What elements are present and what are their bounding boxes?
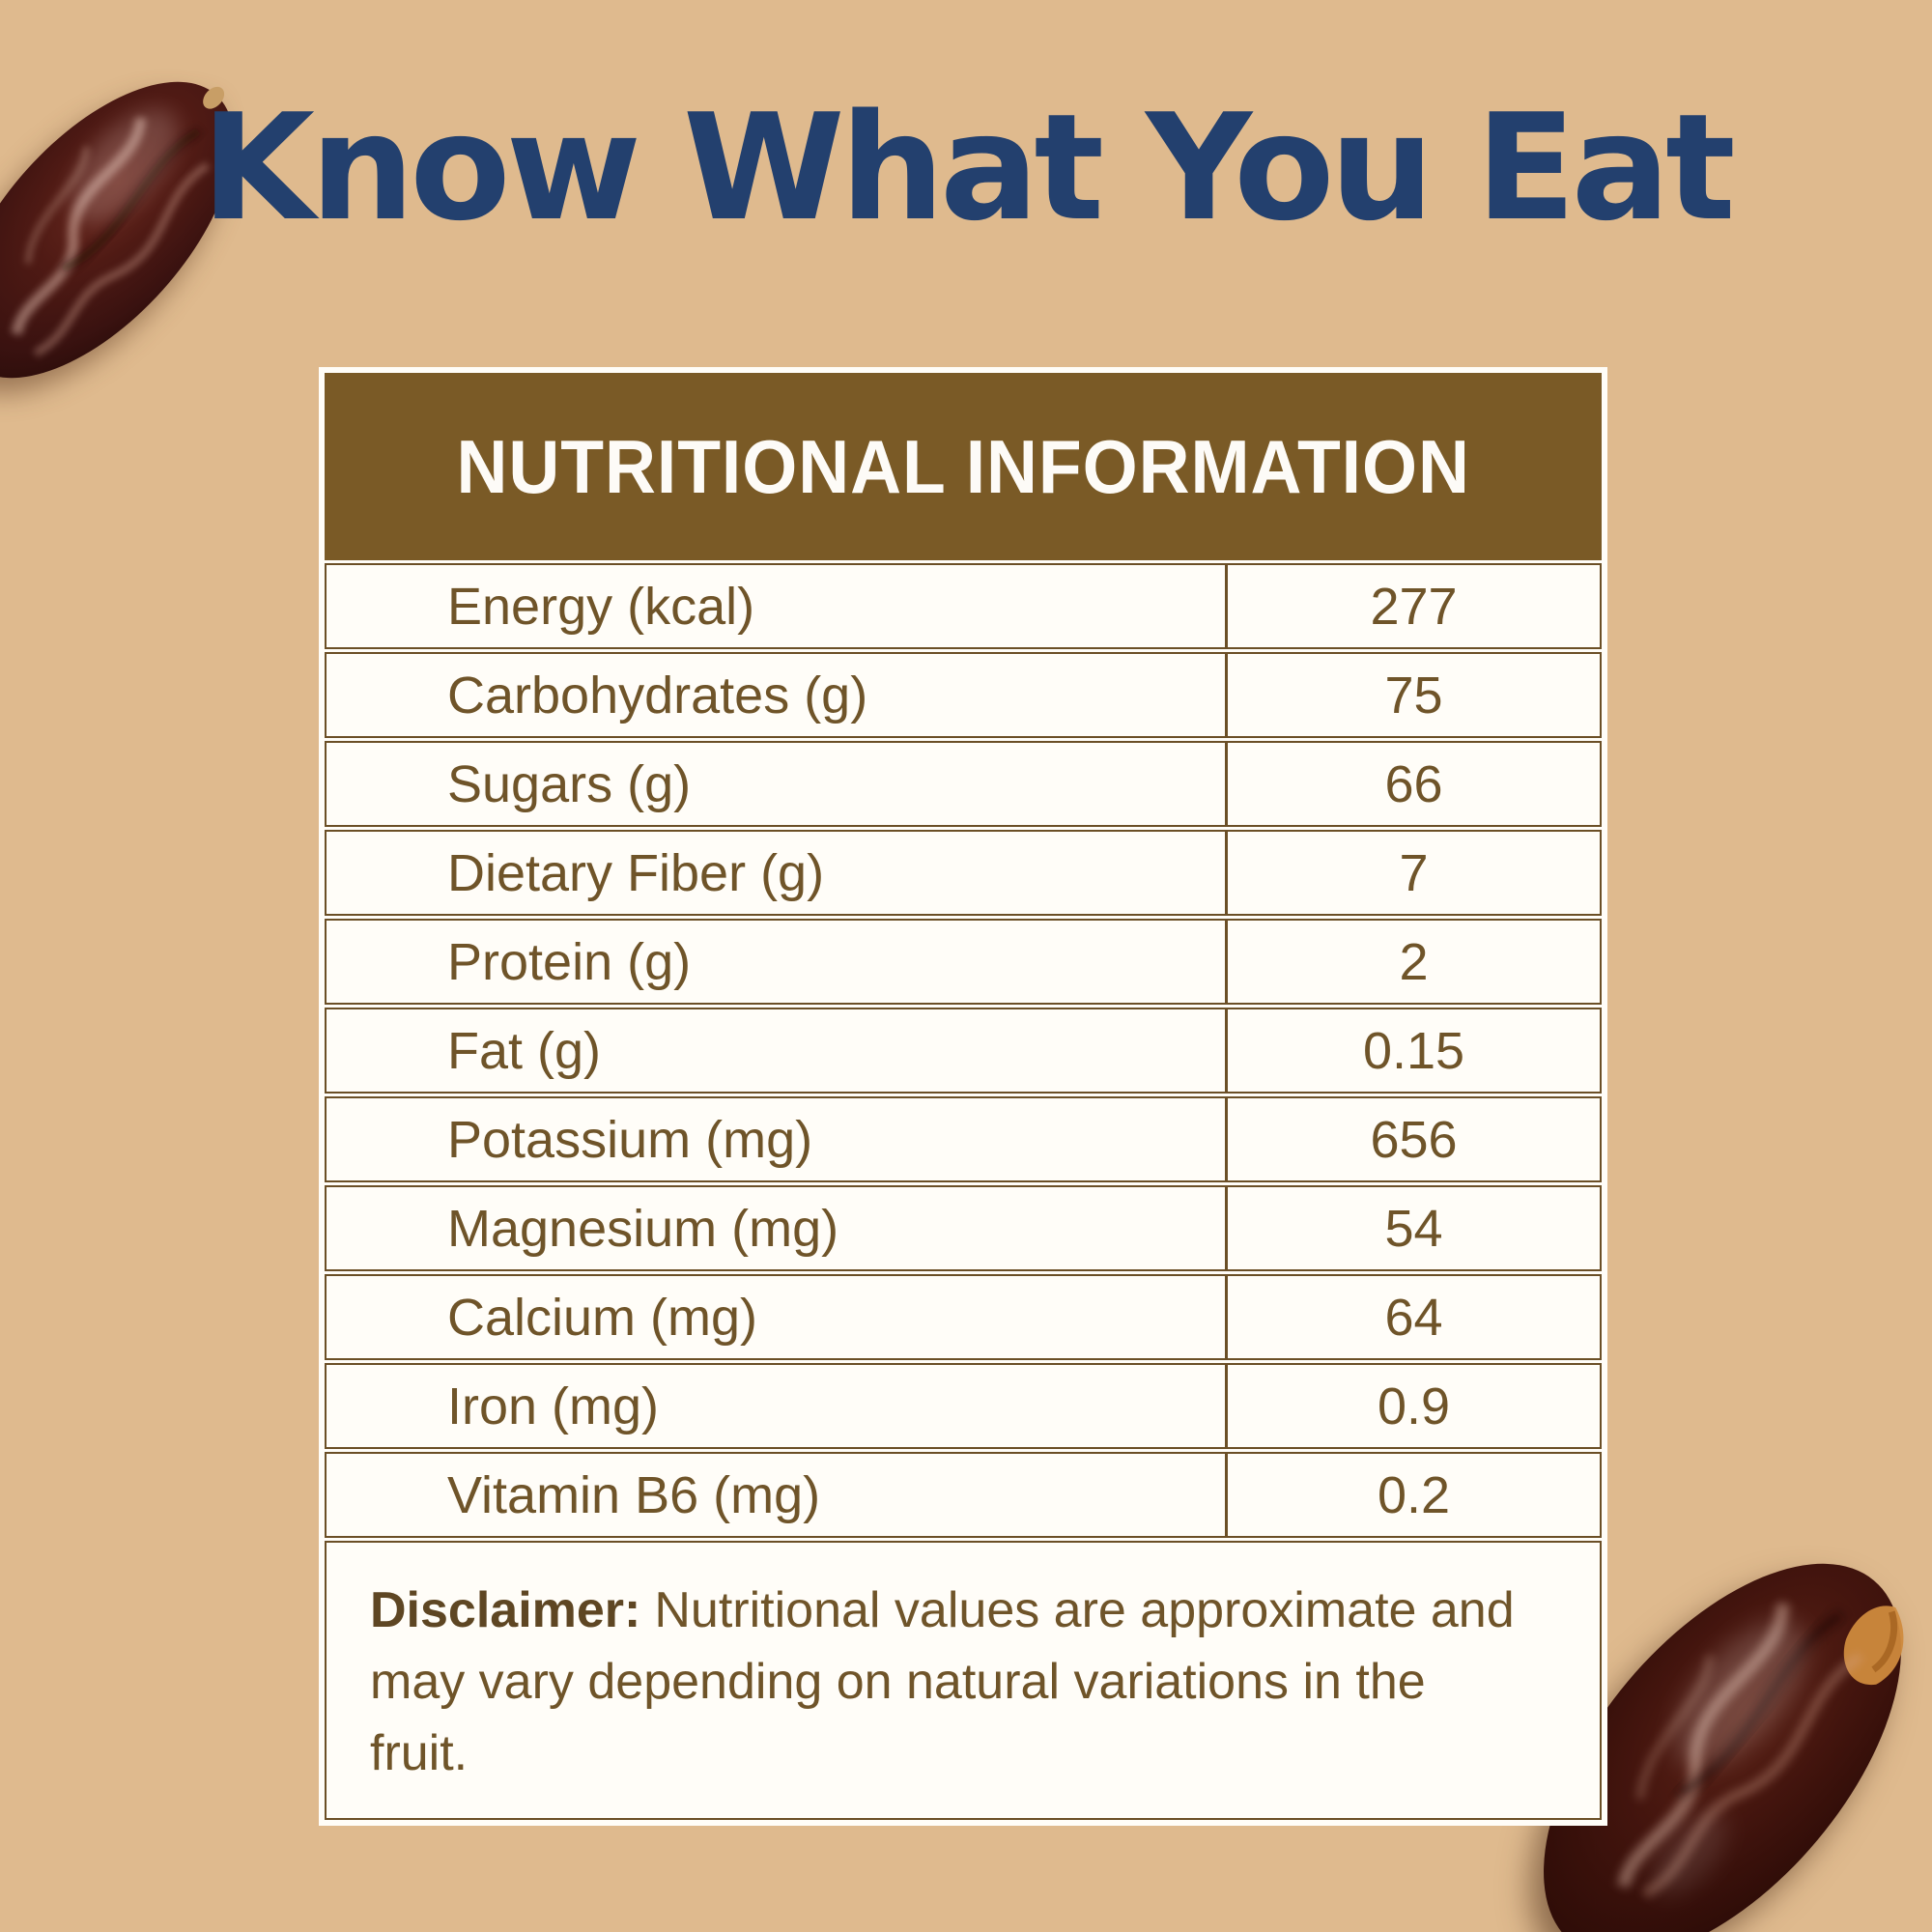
table-row: Dietary Fiber (g) 7 bbox=[325, 830, 1602, 916]
nutrient-label: Energy (kcal) bbox=[327, 565, 1228, 647]
nutrient-value: 2 bbox=[1399, 932, 1429, 991]
nutrient-label: Carbohydrates (g) bbox=[327, 654, 1228, 736]
nutrient-label: Iron (mg) bbox=[327, 1365, 1228, 1447]
nutrient-label: Fat (g) bbox=[327, 1009, 1228, 1092]
table-row: Energy (kcal) 277 bbox=[325, 563, 1602, 649]
nutrient-value: 54 bbox=[1384, 1199, 1443, 1258]
nutrient-value: 277 bbox=[1370, 577, 1458, 636]
nutrient-value: 64 bbox=[1384, 1288, 1443, 1347]
table-row: Vitamin B6 (mg) 0.2 bbox=[325, 1452, 1602, 1538]
table-row: Calcium (mg) 64 bbox=[325, 1274, 1602, 1360]
table-rows: Energy (kcal) 277 Carbohydrates (g) 75 Sugar… bbox=[325, 563, 1602, 1538]
nutrient-value: 7 bbox=[1399, 843, 1429, 902]
table-header: NUTRITIONAL INFORMATION bbox=[325, 373, 1602, 560]
nutrition-table: NUTRITIONAL INFORMATION Energy (kcal) 277… bbox=[319, 367, 1607, 1827]
nutrient-value: 0.9 bbox=[1377, 1377, 1451, 1435]
table-header-text: NUTRITIONAL INFORMATION bbox=[456, 423, 1470, 509]
nutrient-label: Calcium (mg) bbox=[327, 1276, 1228, 1358]
nutrient-value: 0.15 bbox=[1362, 1021, 1465, 1080]
nutrient-value: 656 bbox=[1370, 1110, 1458, 1169]
disclaimer-text: Nutritional values are approximate and m… bbox=[370, 1582, 1515, 1781]
table-row: Sugars (g) 66 bbox=[325, 741, 1602, 827]
nutrient-label: Vitamin B6 (mg) bbox=[327, 1454, 1228, 1536]
table-row: Magnesium (mg) 54 bbox=[325, 1185, 1602, 1271]
table-row: Fat (g) 0.15 bbox=[325, 1008, 1602, 1094]
nutrient-value: 75 bbox=[1384, 666, 1443, 724]
nutrient-label: Protein (g) bbox=[327, 921, 1228, 1003]
nutrient-value: 66 bbox=[1384, 754, 1443, 813]
nutrient-label: Potassium (mg) bbox=[327, 1098, 1228, 1180]
table-row: Carbohydrates (g) 75 bbox=[325, 652, 1602, 738]
nutrient-value: 0.2 bbox=[1377, 1465, 1451, 1524]
nutrient-label: Sugars (g) bbox=[327, 743, 1228, 825]
disclaimer-label: Disclaimer: bbox=[370, 1582, 641, 1638]
table-row: Protein (g) 2 bbox=[325, 919, 1602, 1005]
disclaimer: Disclaimer: Nutritional values are approx… bbox=[325, 1541, 1602, 1821]
table-row: Iron (mg) 0.9 bbox=[325, 1363, 1602, 1449]
nutrient-label: Magnesium (mg) bbox=[327, 1187, 1228, 1269]
page-title: Know What You Eat bbox=[201, 81, 1736, 253]
nutrient-label: Dietary Fiber (g) bbox=[327, 832, 1228, 914]
date-fruit-image-bottom-right bbox=[1544, 1563, 1904, 1932]
date-fruit-image-top-left bbox=[0, 81, 234, 379]
table-row: Potassium (mg) 656 bbox=[325, 1096, 1602, 1182]
